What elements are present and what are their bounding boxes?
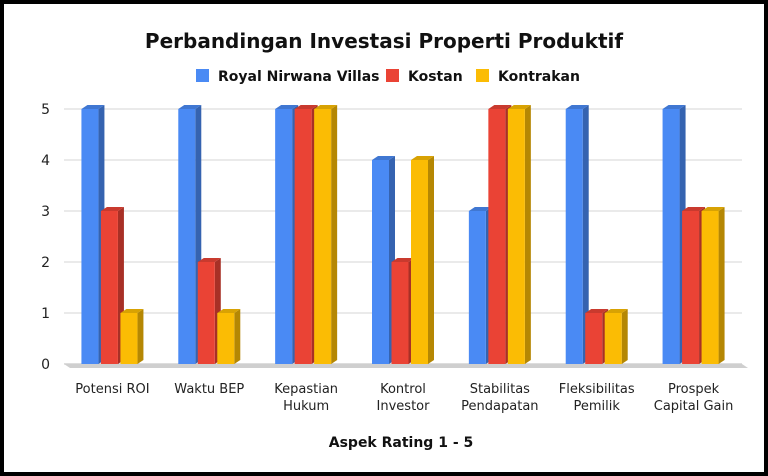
y-tick-label: 3: [41, 204, 50, 220]
bar-front: [468, 211, 486, 364]
bar-front: [100, 211, 118, 364]
bar-top: [662, 105, 686, 109]
bar-front: [411, 160, 428, 364]
bar-side: [428, 156, 434, 364]
bar-top: [604, 309, 628, 313]
bar-front: [372, 160, 389, 364]
bar-side: [234, 309, 241, 364]
bar-front: [507, 109, 525, 364]
bar-top: [81, 105, 105, 109]
bar-front: [178, 109, 196, 364]
bar-top: [488, 105, 512, 109]
bar-top: [411, 156, 434, 160]
x-tick-label: Kontrol Investor: [377, 382, 431, 414]
bar-front: [585, 313, 603, 364]
bar: [701, 207, 725, 364]
bar-front: [275, 109, 293, 364]
bar-side: [582, 105, 589, 364]
bar-top: [585, 309, 609, 313]
bar-top: [314, 105, 338, 109]
bar-top: [294, 105, 318, 109]
bar-side: [137, 309, 144, 364]
legend-swatch: [476, 69, 489, 82]
bar: [314, 105, 338, 364]
bar-top: [197, 258, 221, 262]
chart-title: Perbandingan Investasi Properti Produkti…: [145, 29, 623, 53]
bar-chart: Perbandingan Investasi Properti Produkti…: [41, 29, 748, 451]
bar-top: [391, 258, 415, 262]
x-tick-label: Potensi ROI: [75, 382, 149, 397]
bar-front: [197, 262, 215, 364]
bar-front: [217, 313, 235, 364]
x-tick-label: Prospek Capital Gain: [654, 382, 734, 414]
bar-top: [682, 207, 706, 211]
bar-top: [372, 156, 395, 160]
bar-front: [662, 109, 680, 364]
legend-label: Kostan: [408, 69, 463, 85]
bar-top: [100, 207, 124, 211]
bar-front: [604, 313, 622, 364]
bar-top: [120, 309, 144, 313]
bar-front: [81, 109, 99, 364]
bar-side: [718, 207, 725, 364]
bars: [81, 105, 725, 364]
bar-front: [565, 109, 583, 364]
bar-top: [178, 105, 202, 109]
bar-top: [507, 105, 531, 109]
y-tick-label: 0: [41, 357, 50, 373]
y-tick-label: 1: [41, 306, 50, 322]
legend-label: Kontrakan: [498, 69, 580, 85]
x-axis-title: Aspek Rating 1 - 5: [329, 435, 474, 451]
bar-front: [391, 262, 409, 364]
bar-side: [621, 309, 628, 364]
bar: [217, 309, 241, 364]
bar-side: [524, 105, 531, 364]
bar-side: [331, 105, 338, 364]
legend-swatch: [196, 69, 209, 82]
bar-top: [217, 309, 241, 313]
x-tick-label: Kepastian Hukum: [274, 382, 338, 414]
chart-floor: [64, 364, 748, 368]
x-tick-label: Stabilitas Pendapatan: [461, 382, 538, 414]
bar: [507, 105, 531, 364]
chart-frame: Perbandingan Investasi Properti Produkti…: [4, 4, 764, 472]
bar-top: [275, 105, 299, 109]
bar-front: [682, 211, 700, 364]
bar-top: [565, 105, 589, 109]
bar-front: [314, 109, 332, 364]
legend: Royal Nirwana Villas Kostan Kontrakan: [196, 69, 580, 85]
floor-plane: [64, 364, 748, 368]
bar: [565, 105, 589, 364]
bar: [411, 156, 434, 364]
bar-front: [294, 109, 312, 364]
bar-top: [701, 207, 725, 211]
bar-top: [468, 207, 492, 211]
y-tick-label: 4: [41, 153, 50, 169]
bar-front: [701, 211, 719, 364]
y-tick-label: 5: [41, 102, 50, 118]
bar-front: [120, 313, 138, 364]
y-axis: 0 1 2 3 4 5: [41, 102, 50, 373]
bar: [120, 309, 144, 364]
legend-label: Royal Nirwana Villas: [218, 69, 380, 85]
y-tick-label: 2: [41, 255, 50, 271]
bar-front: [488, 109, 506, 364]
x-tick-label: Fleksibilitas Pemilik: [559, 382, 635, 414]
x-tick-label: Waktu BEP: [174, 382, 244, 397]
bar: [604, 309, 628, 364]
x-axis: Potensi ROI Waktu BEP Kepastian Hukum Kontro…: [75, 382, 733, 414]
legend-swatch: [386, 69, 399, 82]
